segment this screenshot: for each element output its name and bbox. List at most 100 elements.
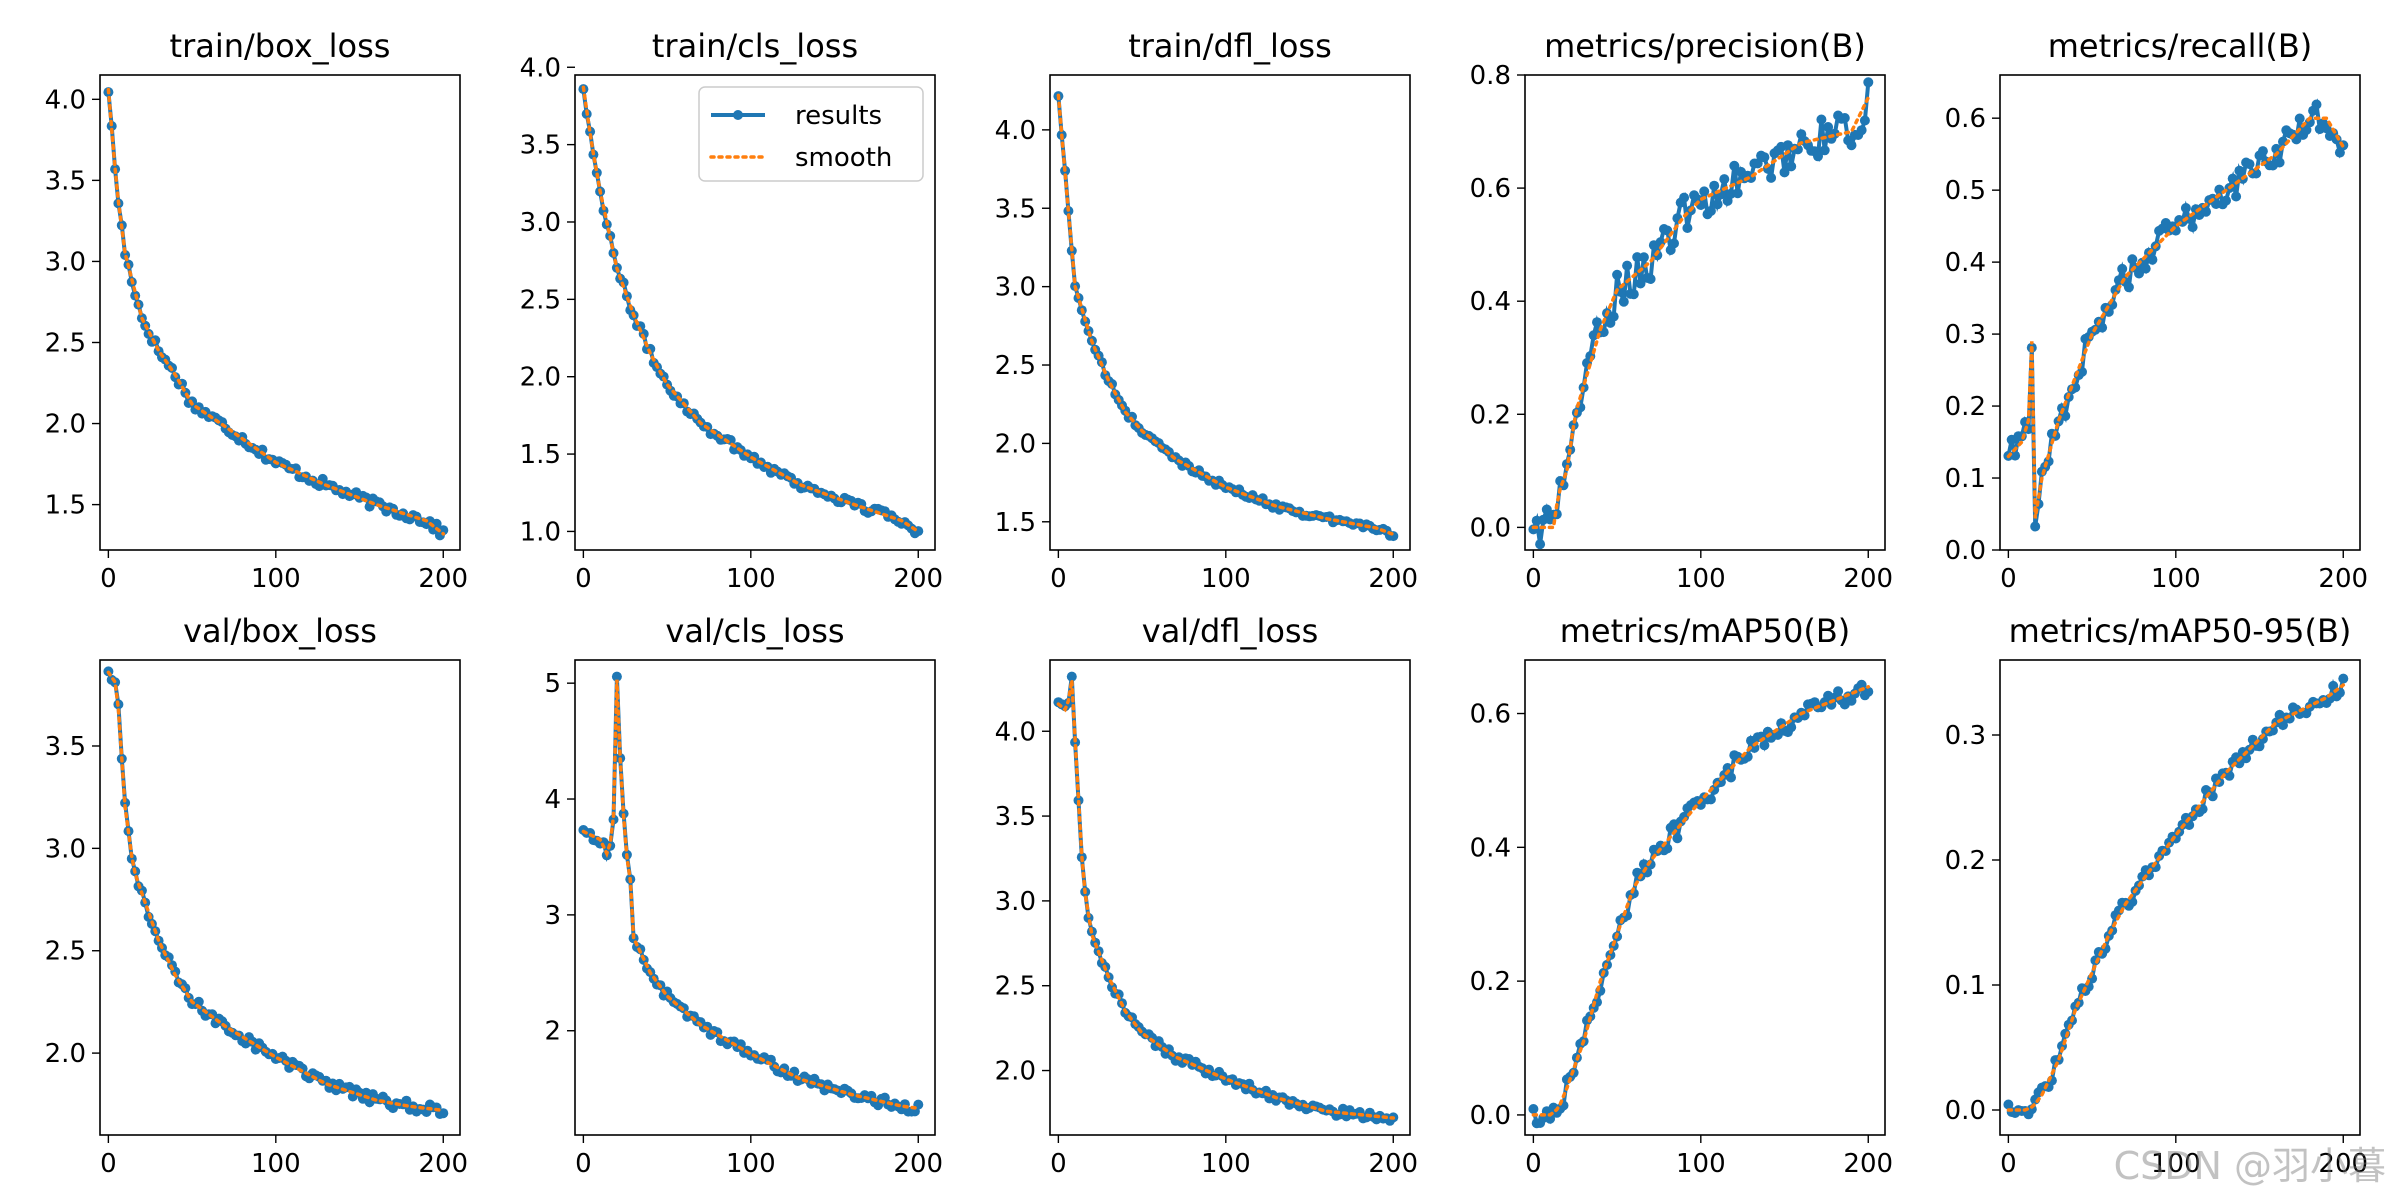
chart-title: val/box_loss (183, 612, 377, 650)
chart-title: metrics/precision(B) (1544, 27, 1866, 65)
y-tick-label: 4.0 (520, 53, 561, 83)
axes-frame (1049, 659, 1411, 1136)
y-tick-label: 3.0 (520, 208, 561, 238)
y-tick-label: 3.5 (45, 732, 86, 762)
smooth-line (581, 85, 921, 534)
y-tick-label: 4 (544, 785, 561, 815)
results-point (1859, 115, 1870, 126)
results-point (1816, 114, 1827, 125)
results-point (2180, 203, 2191, 213)
y-tick-label: 0.2 (1945, 846, 1986, 876)
y-tick-label: 4.0 (995, 717, 1036, 747)
y-tick-label: 2.5 (995, 972, 1036, 1002)
x-tick-label: 100 (1676, 564, 1726, 594)
legend-results-marker (733, 110, 743, 120)
csdn-watermark: CSDN @羽小暮 (2113, 1144, 2386, 1188)
y-tick-label: 3.5 (45, 166, 86, 196)
x-tick-label: 0 (1525, 1149, 1542, 1179)
axes-frame (99, 74, 461, 551)
results-point (1066, 671, 1077, 682)
results-point (1819, 145, 1830, 156)
x-tick-label: 0 (1050, 564, 1067, 594)
results-point (2271, 143, 2282, 154)
smooth-line (581, 679, 921, 1111)
smooth-line (2006, 116, 2346, 519)
y-tick-label: 0.2 (1470, 400, 1511, 430)
results-point (2070, 382, 2081, 393)
results-point (193, 996, 204, 1007)
x-tick-label: 100 (2151, 564, 2201, 594)
results-line (1057, 676, 1395, 1124)
y-tick-label: 3.5 (520, 131, 561, 161)
chart-title: val/cls_loss (665, 612, 844, 650)
y-tick-label: 0.0 (1470, 513, 1511, 543)
x-tick-label: 0 (2000, 1149, 2017, 1179)
smooth-line (1531, 685, 1871, 1117)
axes-frame (574, 659, 936, 1136)
chart-panel-metrics-precision-b: metrics/precision(B) 0 100 200 0.0 0.2 0.4 0.6 0… (1470, 27, 1893, 594)
results-point (1682, 223, 1693, 233)
x-tick-label: 0 (100, 1149, 117, 1179)
results-point (1833, 686, 1844, 697)
y-tick-label: 1.5 (995, 508, 1036, 538)
chart-title: metrics/mAP50-95(B) (2009, 612, 2352, 650)
smooth-line (106, 87, 446, 536)
results-point (2003, 1099, 2014, 1110)
x-tick-label: 0 (2000, 564, 2017, 594)
y-tick-label: 0.1 (1945, 464, 1986, 494)
results-point (1622, 260, 1633, 271)
results-line (106, 91, 445, 541)
results-point (2201, 206, 2211, 217)
results-point (1541, 504, 1552, 515)
x-tick-label: 200 (893, 1149, 943, 1179)
y-tick-label: 3 (544, 901, 561, 931)
y-tick-label: 1.5 (45, 491, 86, 521)
y-tick-label: 0.3 (1945, 721, 1986, 751)
y-tick-label: 0.4 (1470, 833, 1511, 863)
axes-frame (574, 74, 936, 551)
chart-panel-metrics-map50-b: metrics/mAP50(B) 0 100 200 0.0 0.2 0.4 0.6 (1470, 612, 1893, 1179)
chart-panel-train-box-loss: train/box_loss 0 100 200 1.5 2.0 2.5 3.0 3.5 4.0 (45, 27, 468, 594)
x-tick-label: 100 (1676, 1149, 1726, 1179)
x-tick-label: 200 (1368, 1149, 1418, 1179)
results-point (2311, 99, 2322, 110)
results-line (1056, 95, 1394, 539)
smooth-line (1056, 680, 1396, 1120)
results-point (1846, 140, 1857, 151)
chart-panel-metrics-map50-95-b: metrics/mAP50-95(B) 0 100 200 0.0 0.1 0.2 0.3 (1945, 612, 2368, 1179)
y-tick-label: 0.0 (1470, 1101, 1511, 1131)
results-point (2140, 263, 2151, 274)
chart-title: val/dfl_loss (1142, 612, 1319, 650)
y-tick-label: 3.0 (995, 273, 1036, 303)
y-tick-label: 0.0 (1945, 1096, 1986, 1126)
results-point (1612, 269, 1623, 280)
chart-panel-val-cls-loss: val/cls_loss 0 100 200 2 3 4 5 (544, 612, 943, 1179)
results-point (2097, 322, 2108, 333)
smooth-line (1056, 93, 1396, 537)
results-point (1608, 311, 1619, 322)
y-tick-label: 0.2 (1470, 967, 1511, 997)
results-point (2244, 159, 2255, 170)
x-tick-label: 0 (575, 1149, 592, 1179)
y-tick-label: 0.3 (1945, 320, 1986, 350)
results-point (2187, 222, 2198, 233)
results-point (1823, 122, 1834, 132)
x-tick-label: 100 (251, 564, 301, 594)
y-tick-label: 1.0 (520, 517, 561, 547)
y-tick-label: 2.0 (45, 410, 86, 440)
x-tick-label: 200 (418, 1149, 468, 1179)
results-point (2274, 157, 2285, 168)
results-point (1766, 172, 1777, 183)
x-tick-label: 0 (100, 564, 117, 594)
x-tick-label: 100 (2151, 1149, 2201, 1179)
results-point (1779, 167, 1790, 178)
results-point (1786, 722, 1797, 733)
y-tick-label: 3.0 (995, 887, 1036, 917)
results-point (2257, 146, 2268, 157)
results-point (1863, 77, 1874, 88)
results-point (2010, 450, 2021, 461)
results-point (1732, 188, 1743, 199)
results-line (2006, 98, 2346, 527)
results-point (2227, 173, 2238, 184)
results-line (106, 670, 444, 1117)
